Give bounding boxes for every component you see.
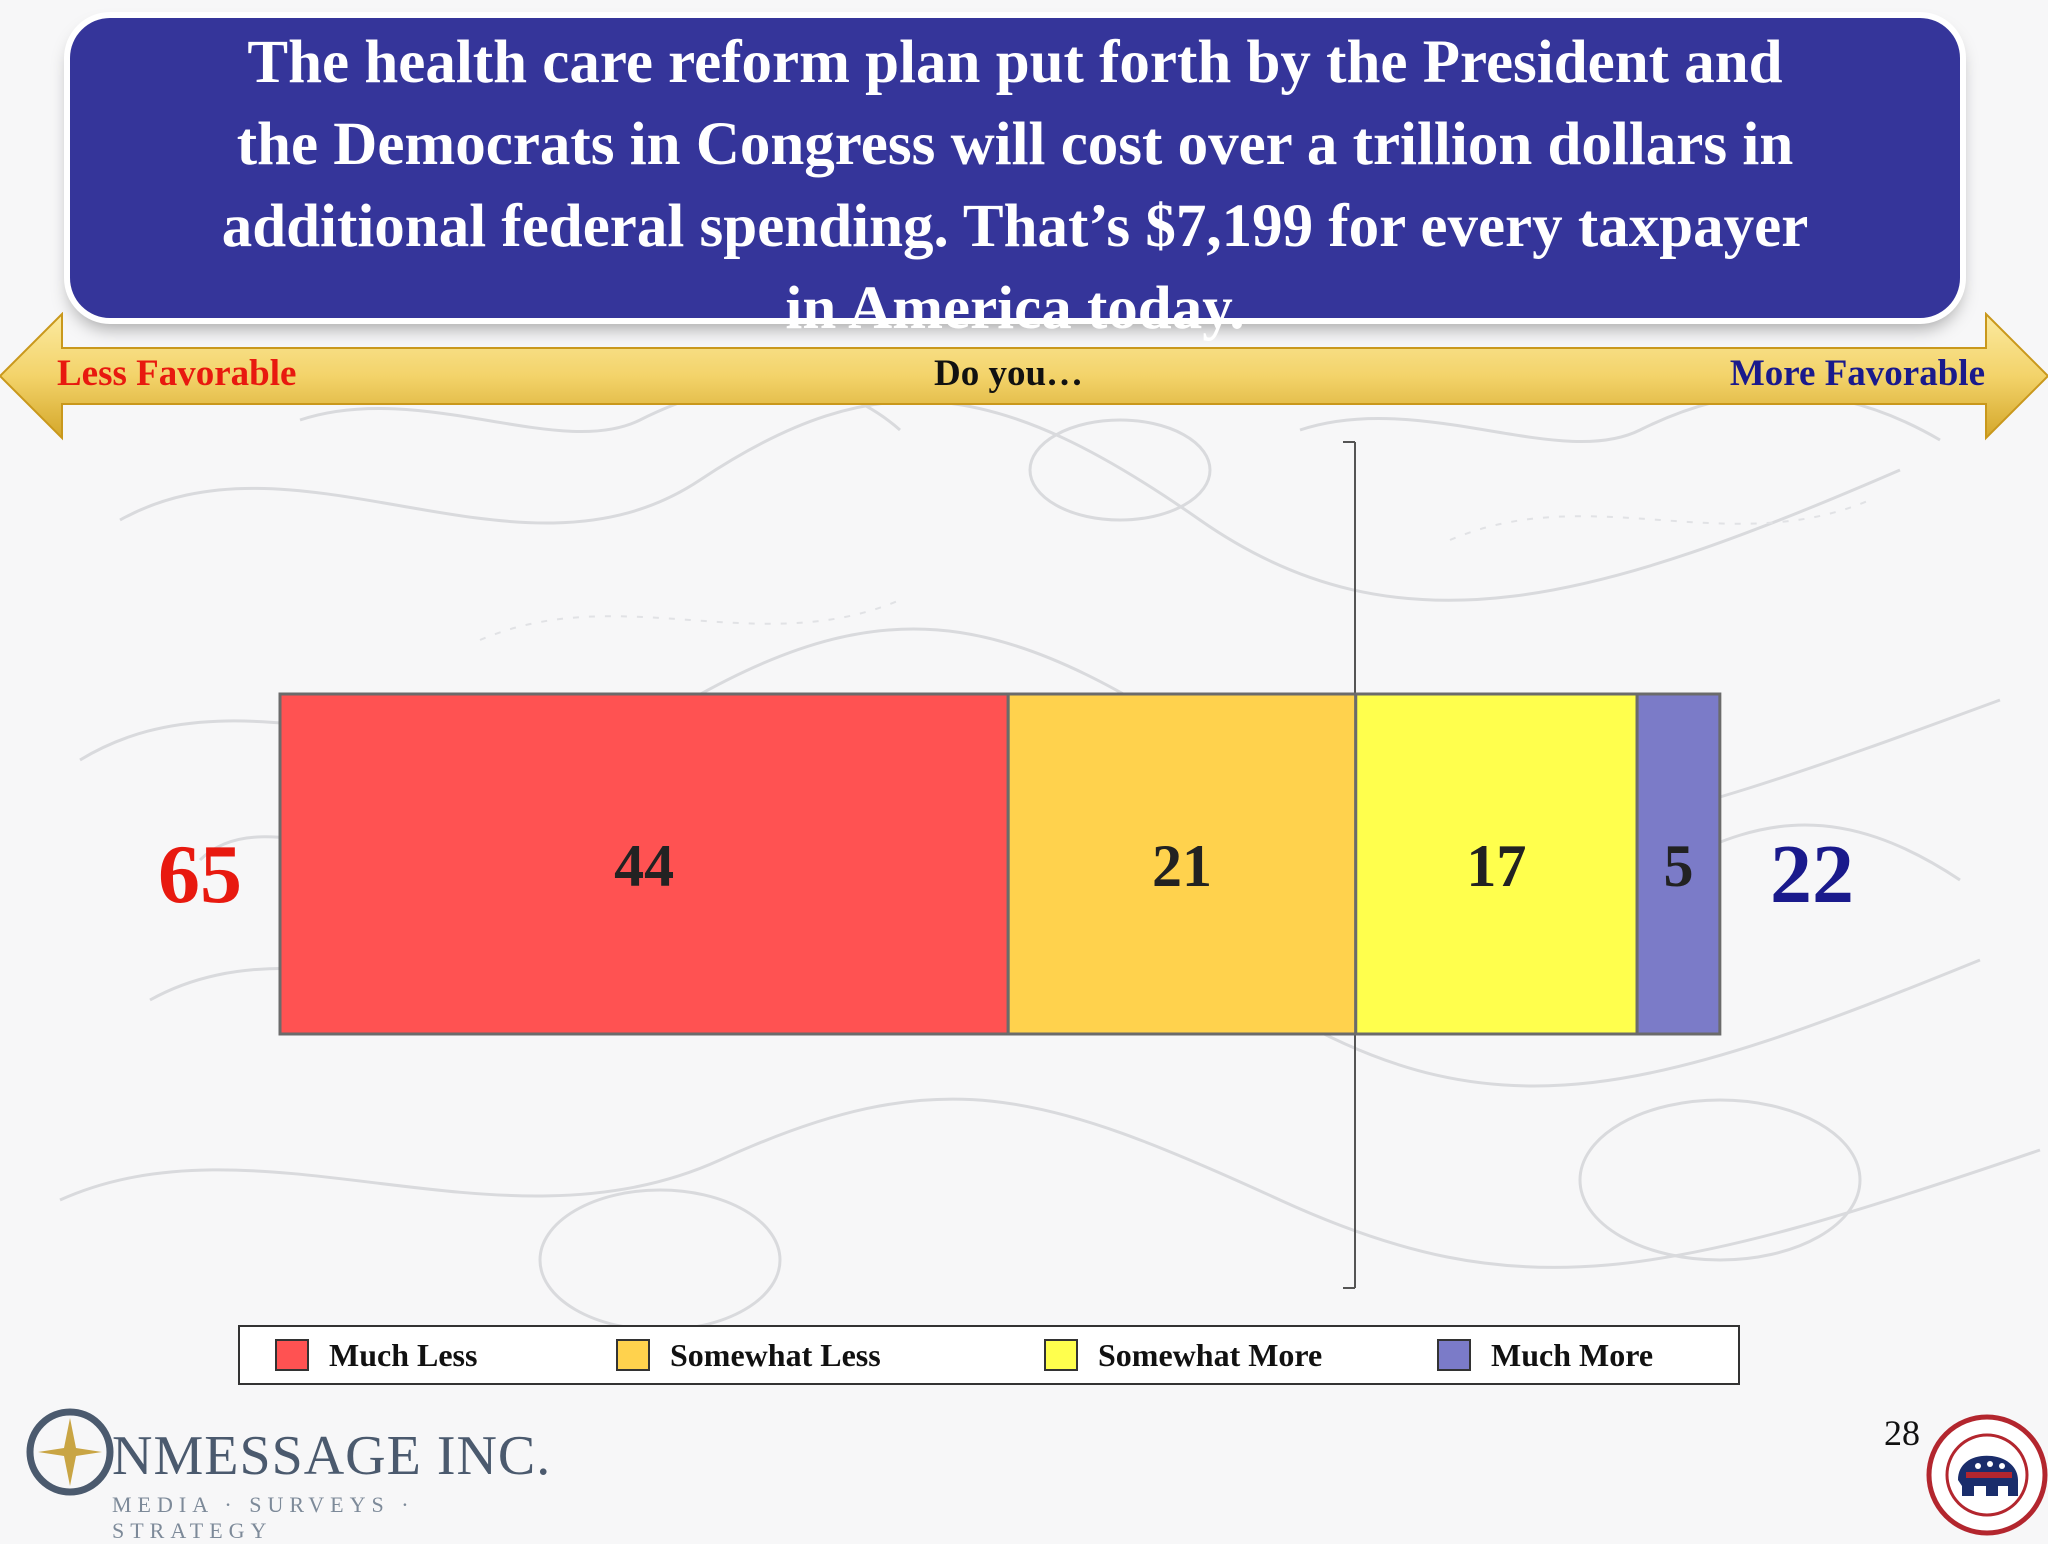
legend-swatch-somewhat-less	[616, 1339, 650, 1371]
less-favorable-label: Less Favorable	[57, 353, 297, 394]
more-favorable-total: 22	[1770, 828, 1854, 921]
compass-icon	[26, 1408, 114, 1496]
legend-swatch-somewhat-more	[1044, 1339, 1078, 1371]
legend-swatch-much-more	[1437, 1339, 1471, 1371]
bar-value-label-much-more: 5	[1663, 833, 1693, 899]
title-line-4: in America today.	[785, 275, 1245, 342]
less-favorable-total: 65	[158, 828, 242, 921]
title-line-3: additional federal spending. That’s $7,1…	[221, 193, 1809, 260]
logo-tagline: MEDIA · SURVEYS · STRATEGY	[112, 1492, 415, 1543]
legend-label-much-less: Much Less	[329, 1337, 478, 1373]
bar-segment-somewhat-less	[1006, 692, 1358, 1036]
chart-legend: Much Less Somewhat Less Somewhat More Mu…	[238, 1325, 1740, 1385]
title-banner: The health care reform plan put forth by…	[70, 18, 1960, 342]
logo-wordmark: NMESSAGE INC.	[112, 1425, 552, 1487]
favorability-arrow-band	[0, 312, 2048, 441]
title-line-2: the Democrats in Congress will cost over…	[236, 111, 1794, 178]
legend-label-somewhat-less: Somewhat Less	[670, 1337, 881, 1373]
legend-label-somewhat-more: Somewhat More	[1098, 1337, 1323, 1373]
rnc-seal-logo	[1926, 1414, 2048, 1536]
more-favorable-label: More Favorable	[1729, 353, 1985, 394]
bar-segment-much-less	[278, 692, 1010, 1036]
legend-label-much-more: Much More	[1491, 1337, 1654, 1373]
bar-value-label-somewhat-less: 21	[1152, 833, 1212, 899]
page-number: 28	[1884, 1413, 1920, 1453]
bar-segment-somewhat-more	[1354, 692, 1639, 1036]
onmessage-logo: O NMESSAGE INC. MEDIA · SURVEYS · STRATE…	[22, 1400, 562, 1543]
bar-segments: 44 21 17 5	[278, 692, 1722, 1036]
title-line-1: The health care reform plan put forth by…	[247, 29, 1783, 96]
bar-segment-much-more	[1635, 692, 1722, 1036]
bar-value-label-somewhat-more: 17	[1466, 833, 1526, 899]
question-prompt-label: Do you…	[934, 353, 1084, 394]
bar-value-label-much-less: 44	[614, 833, 674, 899]
legend-swatch-much-less	[275, 1339, 309, 1371]
